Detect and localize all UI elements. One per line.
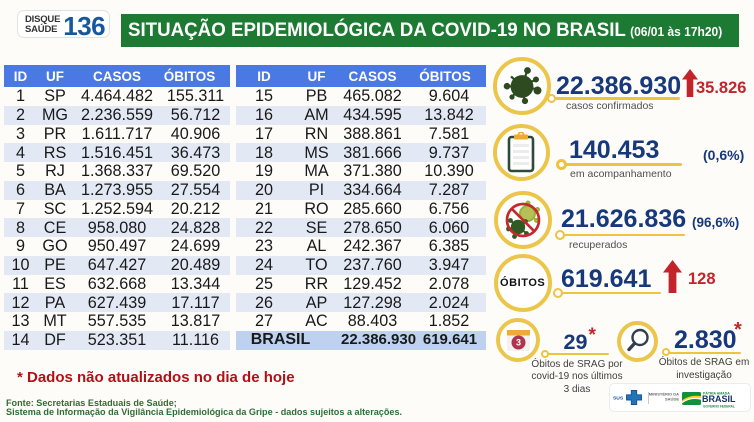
svg-text:3: 3 (515, 337, 520, 347)
